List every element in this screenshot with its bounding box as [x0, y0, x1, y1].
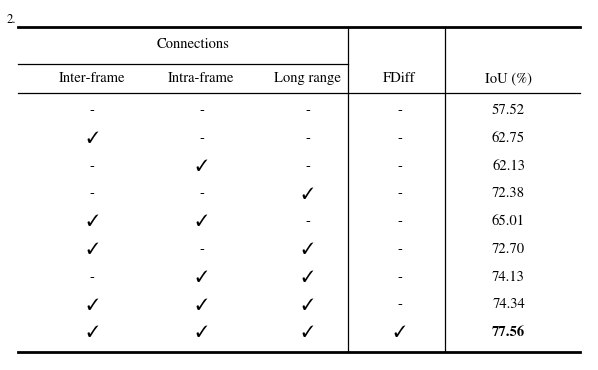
Text: $\checkmark$: $\checkmark$ — [195, 213, 208, 229]
Text: $\checkmark$: $\checkmark$ — [301, 297, 314, 313]
Text: -: - — [397, 215, 402, 228]
Text: 62.13: 62.13 — [492, 159, 525, 172]
Text: $\checkmark$: $\checkmark$ — [86, 213, 99, 229]
Text: $\checkmark$: $\checkmark$ — [195, 297, 208, 313]
Text: -: - — [90, 270, 94, 283]
Text: $\checkmark$: $\checkmark$ — [301, 269, 314, 285]
Text: Inter-frame: Inter-frame — [59, 72, 126, 85]
Text: 77.56: 77.56 — [492, 326, 525, 339]
Text: -: - — [397, 270, 402, 283]
Text: $\checkmark$: $\checkmark$ — [86, 297, 99, 313]
Text: -: - — [199, 131, 204, 145]
Text: 62.75: 62.75 — [492, 131, 525, 145]
Text: -: - — [199, 104, 204, 117]
Text: -: - — [305, 104, 310, 117]
Text: $\checkmark$: $\checkmark$ — [86, 130, 99, 146]
Text: Intra-frame: Intra-frame — [168, 72, 234, 85]
Text: $\checkmark$: $\checkmark$ — [86, 241, 99, 257]
Text: -: - — [397, 242, 402, 256]
Text: -: - — [397, 131, 402, 145]
Text: $\checkmark$: $\checkmark$ — [301, 324, 314, 340]
Text: -: - — [397, 159, 402, 172]
Text: Long range: Long range — [274, 72, 341, 85]
Text: -: - — [397, 187, 402, 200]
Text: -: - — [305, 131, 310, 145]
Text: $\checkmark$: $\checkmark$ — [86, 324, 99, 340]
Text: 72.70: 72.70 — [492, 242, 525, 256]
Text: 65.01: 65.01 — [492, 215, 525, 228]
Text: -: - — [90, 159, 94, 172]
Text: Connections: Connections — [156, 38, 229, 51]
Text: 2.: 2. — [6, 14, 16, 26]
Text: -: - — [397, 104, 402, 117]
Text: IoU (%): IoU (%) — [485, 72, 532, 85]
Text: -: - — [199, 187, 204, 200]
Text: -: - — [199, 242, 204, 256]
Text: 74.13: 74.13 — [492, 270, 525, 283]
Text: -: - — [305, 215, 310, 228]
Text: $\checkmark$: $\checkmark$ — [301, 241, 314, 257]
Text: 72.38: 72.38 — [492, 187, 525, 200]
Text: -: - — [397, 298, 402, 311]
Text: 57.52: 57.52 — [492, 104, 525, 117]
Text: FDiff: FDiff — [383, 72, 416, 85]
Text: -: - — [90, 187, 94, 200]
Text: $\checkmark$: $\checkmark$ — [195, 269, 208, 285]
Text: $\checkmark$: $\checkmark$ — [195, 324, 208, 340]
Text: $\checkmark$: $\checkmark$ — [195, 158, 208, 174]
Text: -: - — [90, 104, 94, 117]
Text: -: - — [305, 159, 310, 172]
Text: $\checkmark$: $\checkmark$ — [301, 186, 314, 202]
Text: 74.34: 74.34 — [492, 298, 525, 311]
Text: $\checkmark$: $\checkmark$ — [393, 324, 406, 340]
